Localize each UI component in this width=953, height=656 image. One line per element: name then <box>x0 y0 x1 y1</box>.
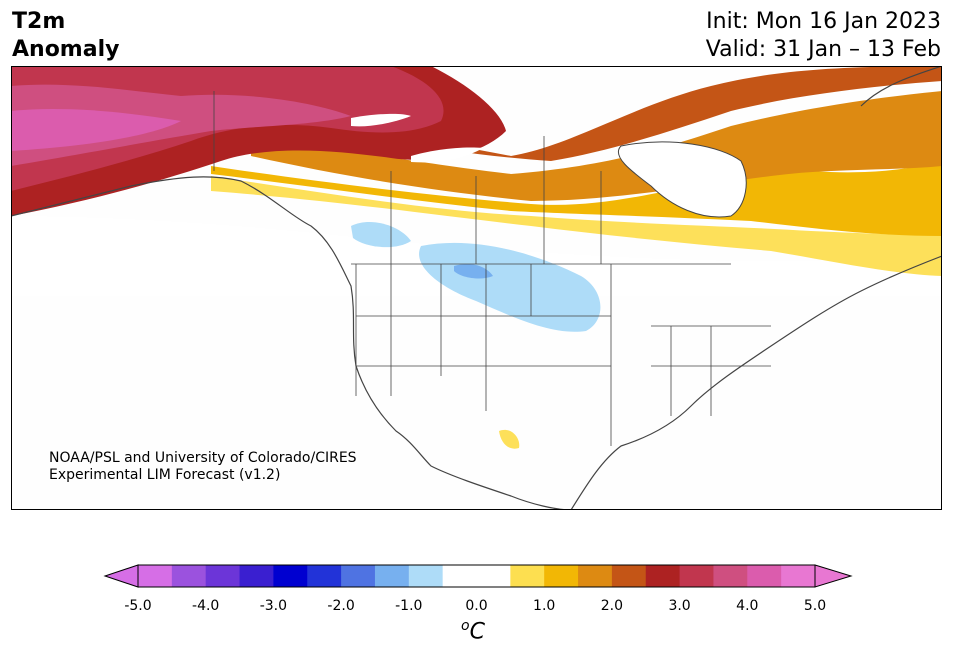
cool-spot-west <box>351 221 411 248</box>
colorbar-cell <box>510 565 545 587</box>
unit-symbol: C <box>469 619 485 645</box>
anomaly-4-5c <box>11 109 181 151</box>
political-borders <box>213 91 771 446</box>
colorbar-cell <box>781 565 816 587</box>
anomaly-1c <box>211 176 942 276</box>
colorbar-tick-label: -4.0 <box>192 598 220 614</box>
map-title: T2m Anomaly <box>12 8 119 64</box>
colorbar-under-extension <box>103 564 139 588</box>
colorbar-cell <box>645 565 681 587</box>
colorbar-cell <box>239 565 274 587</box>
colorbar-cell <box>544 565 579 587</box>
anomaly-4c <box>11 84 351 166</box>
colorbar-tick-label: 1.0 <box>533 598 556 614</box>
colorbar-border <box>137 564 816 588</box>
colorbar-tick-label: 4.0 <box>736 598 759 614</box>
anomaly-1-5c <box>211 161 942 236</box>
colorbar-cell <box>476 565 511 587</box>
unit-label: oC <box>461 618 485 644</box>
init-date: Init: Mon 16 Jan 2023 <box>706 9 941 34</box>
colorbar-cell <box>273 565 308 587</box>
great-slave-lake <box>411 147 483 163</box>
coastlines <box>11 66 942 510</box>
colorbar-tick-label: -1.0 <box>395 598 423 614</box>
colorbar-tick-label: -3.0 <box>259 598 288 614</box>
cool-core <box>454 264 493 279</box>
colorbar-tick-label: -5.0 <box>124 598 152 614</box>
colorbar-cell <box>578 565 613 587</box>
colorbar-tick-label: 2.0 <box>600 598 624 614</box>
colorbar-tick-label: 3.0 <box>668 598 691 614</box>
colorbar-cell <box>408 565 444 587</box>
colorbar-cell <box>713 565 748 587</box>
map-frame <box>11 66 942 510</box>
colorbar-cell <box>341 565 376 587</box>
anomaly-map <box>11 66 942 510</box>
anomaly-2c <box>251 91 942 201</box>
colorbar-cell <box>679 565 714 587</box>
colorbar-cell <box>205 565 241 587</box>
colorbar <box>103 564 853 588</box>
colorbar-cell <box>611 565 647 587</box>
colorbar-over-extension <box>814 564 853 588</box>
colorbar-cell <box>307 565 342 587</box>
title-line-2: Anomaly <box>12 37 120 62</box>
colorbar-cell <box>138 565 173 587</box>
colorbar-cell <box>747 565 782 587</box>
cool-anomaly-field <box>351 221 601 332</box>
credit-line-1: NOAA/PSL and University of Colorado/CIRE… <box>49 450 357 466</box>
hudson-bay <box>617 141 747 218</box>
forecast-dates: Init: Mon 16 Jan 2023 Valid: 31 Jan – 13… <box>706 8 941 64</box>
colorbar-tick-label: 5.0 <box>803 598 827 614</box>
colorbar-cell <box>171 565 207 587</box>
colorbar-cell <box>442 565 477 587</box>
title-line-1: T2m <box>12 9 66 34</box>
valid-range: Valid: 31 Jan – 13 Feb <box>705 37 941 62</box>
colorbar-tick-label: 0.0 <box>465 598 488 614</box>
colorbar-cell <box>374 565 410 587</box>
water-bodies <box>351 113 747 218</box>
credit-text: NOAA/PSL and University of Colorado/CIRE… <box>49 450 357 484</box>
credit-line-2: Experimental LIM Forecast (v1.2) <box>49 467 281 483</box>
colorbar-tick-label: -2.0 <box>327 598 355 614</box>
unit-degree: o <box>461 618 470 634</box>
anomaly-2-5c <box>251 66 942 161</box>
great-bear-lake <box>351 113 411 127</box>
warm-spot-mexico <box>499 429 520 449</box>
